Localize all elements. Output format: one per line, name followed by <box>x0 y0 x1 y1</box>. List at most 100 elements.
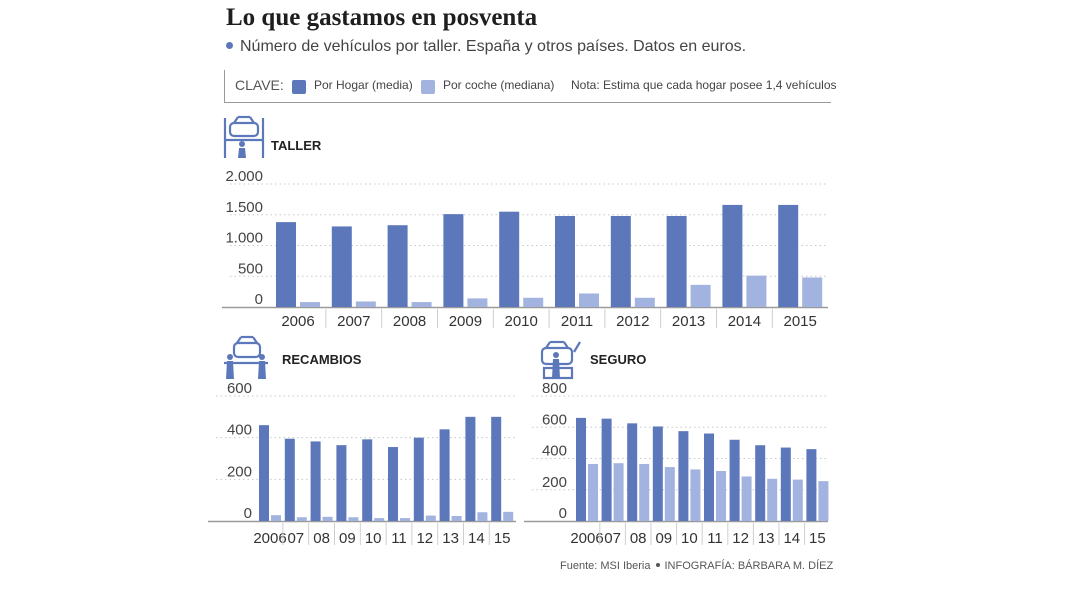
recambios-xtick-label: 15 <box>494 530 511 547</box>
taller-ytick-label: 1.000 <box>225 230 263 247</box>
taller-bar-hogar <box>276 222 296 307</box>
recambios-xtick-label: 14 <box>468 530 485 547</box>
taller-xtick-label: 2008 <box>393 313 426 330</box>
taller-bar-hogar <box>387 225 408 307</box>
seguro-bar-hogar <box>806 449 817 521</box>
subtitle-text: Número de vehículos por taller. España y… <box>240 38 747 55</box>
recambios-xtick-label: 2006 <box>253 530 286 547</box>
taller-xtick-label: 2011 <box>561 313 593 330</box>
recambios-xtick-label: 10 <box>365 530 382 547</box>
recambios-bar-hogar <box>388 447 398 521</box>
taller-bar-hogar <box>722 204 743 307</box>
car-lift-icon <box>223 115 265 158</box>
recambios-xtick-label: 12 <box>416 530 433 547</box>
seguro-xtick-label: 12 <box>732 530 749 547</box>
seguro-bar-hogar <box>627 423 638 521</box>
seguro-bar-coche <box>818 481 829 521</box>
seguro-xtick-label: 14 <box>783 530 800 547</box>
taller-bar-hogar <box>666 215 687 307</box>
taller-ytick-label: 500 <box>238 260 263 277</box>
recambios-ytick-label: 0 <box>244 505 252 522</box>
legend-item-coche: Por coche (mediana) <box>443 78 555 92</box>
seguro-bar-hogar <box>576 417 586 521</box>
seguro-bar-hogar <box>704 433 714 521</box>
recambios-bar-hogar <box>491 416 502 521</box>
legend-swatch-hogar <box>292 80 306 94</box>
legend-swatch-coche <box>421 80 435 94</box>
seguro-xtick-label: 2006 <box>570 530 603 547</box>
recambios-bar-coche <box>451 516 462 521</box>
seguro-ytick-label: 400 <box>542 443 567 460</box>
taller-bar-hogar <box>555 215 575 307</box>
footer-source: Fuente: MSI Iberia <box>560 560 651 572</box>
taller-xtick-label: 2007 <box>337 313 370 330</box>
taller-xtick-label: 2006 <box>281 313 314 330</box>
seguro-bar-coche <box>664 467 675 521</box>
seguro-xtick-label: 11 <box>707 530 723 547</box>
recambios-bar-hogar <box>465 416 476 521</box>
recambios-bar-coche <box>503 511 514 521</box>
seguro-xtick-label: 15 <box>809 530 826 547</box>
legend-item-hogar: Por Hogar (media) <box>314 78 413 92</box>
seguro-bar-coche <box>639 463 650 521</box>
legend-label: CLAVE: <box>235 77 284 93</box>
recambios-bar-coche <box>322 516 333 521</box>
taller-bar-coche <box>802 277 823 307</box>
recambios-bar-hogar <box>362 439 373 521</box>
taller-xtick-label: 2010 <box>505 313 538 330</box>
taller-bar-hogar <box>443 214 464 307</box>
seguro-ytick-label: 0 <box>559 505 567 522</box>
taller-bar-coche <box>467 298 488 307</box>
legend: CLAVE: Por Hogar (media) Por coche (medi… <box>224 70 837 103</box>
taller-ytick-label: 0 <box>255 291 263 308</box>
taller-ytick-label: 2.000 <box>225 168 263 185</box>
recambios-bar-hogar <box>310 441 321 521</box>
insurance-car-icon <box>540 340 581 380</box>
taller-bar-coche <box>746 275 767 307</box>
seguro-ytick-label: 200 <box>542 474 567 491</box>
recambios-ytick-label: 200 <box>227 463 252 480</box>
recambios-bar-coche <box>400 518 410 521</box>
recambios-ytick-label: 400 <box>227 422 252 439</box>
recambios-xtick-label: 13 <box>442 530 459 547</box>
mechanics-icon <box>224 335 268 379</box>
taller-bar-hogar <box>331 226 352 307</box>
recambios-bar-coche <box>296 517 307 521</box>
seguro-bar-coche <box>767 478 778 521</box>
recambios-ytick-label: 600 <box>227 380 252 397</box>
taller-bar-coche <box>300 302 320 307</box>
seguro-bar-hogar <box>678 431 689 521</box>
recambios-bar-hogar <box>439 429 450 521</box>
seguro-bar-hogar <box>601 418 612 521</box>
taller-bar-hogar <box>610 215 631 307</box>
footer: Fuente: MSI Iberia INFOGRAFÍA: BÁRBARA M.… <box>560 560 833 572</box>
recambios-xtick-label: 11 <box>391 530 407 547</box>
seguro-xtick-label: 13 <box>758 530 775 547</box>
chart-subtitle: Número de vehículos por taller. España y… <box>226 38 746 56</box>
taller-xtick-label: 2009 <box>449 313 482 330</box>
bullet-dot <box>226 42 233 49</box>
seguro-bar-hogar <box>780 447 791 521</box>
taller-xtick-label: 2012 <box>616 313 649 330</box>
seguro-ytick-label: 600 <box>542 411 567 428</box>
taller-bar-coche <box>355 301 376 307</box>
section-label-seguro: SEGURO <box>590 352 647 367</box>
recambios-bar-coche <box>348 517 359 521</box>
recambios-bar-hogar <box>413 437 424 521</box>
recambios-bar-coche <box>374 518 385 521</box>
taller-bar-coche <box>523 297 544 307</box>
seguro-bar-coche <box>690 469 701 521</box>
taller-bar-hogar <box>499 211 520 307</box>
seguro-xtick-label: 08 <box>630 530 647 547</box>
recambios-bar-coche <box>271 515 281 521</box>
footer-credit: INFOGRAFÍA: BÁRBARA M. DÍEZ <box>664 560 834 572</box>
seguro-xtick-label: 09 <box>655 530 672 547</box>
taller-bar-coche <box>411 302 432 307</box>
taller-ytick-label: 1.500 <box>225 199 263 216</box>
recambios-bar-coche <box>425 515 436 521</box>
recambios-xtick-label: 08 <box>313 530 330 547</box>
taller-bar-coche <box>634 297 655 307</box>
taller-bar-hogar <box>778 204 799 307</box>
